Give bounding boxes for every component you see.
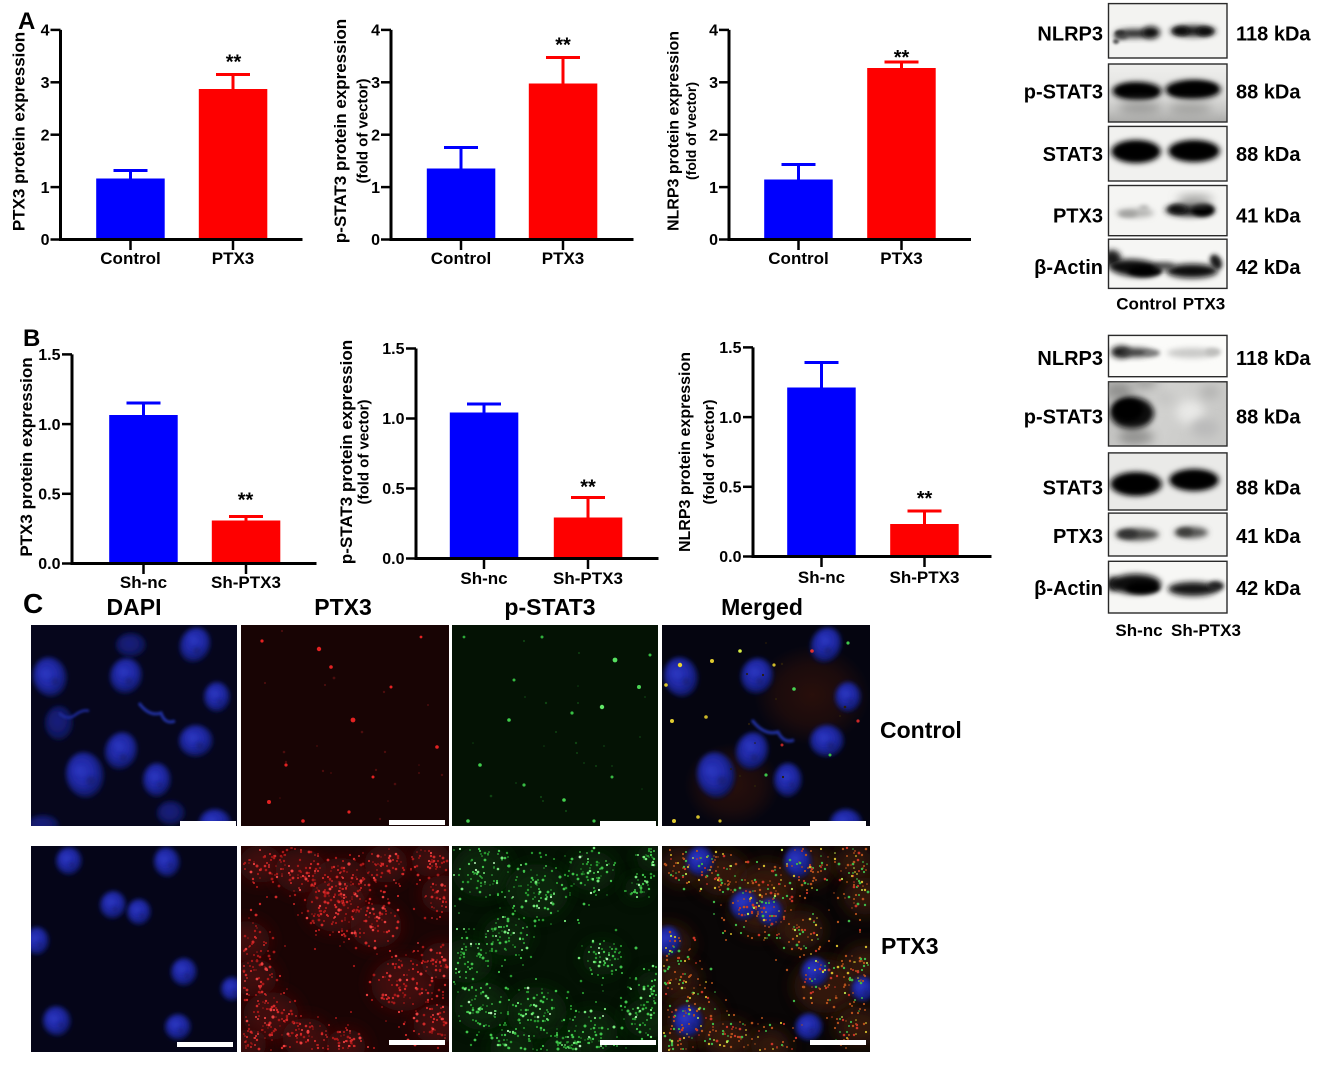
svg-text:Sh-nc: Sh-nc [798, 568, 845, 587]
svg-text:Sh-nc: Sh-nc [1115, 621, 1162, 640]
svg-text:**: ** [917, 488, 933, 510]
svg-text:Control: Control [880, 717, 962, 743]
svg-text:1.0: 1.0 [38, 417, 60, 434]
svg-text:PTX3: PTX3 [314, 594, 372, 620]
svg-text:2: 2 [371, 127, 380, 144]
svg-text:Sh-nc: Sh-nc [120, 573, 167, 592]
svg-text:0.5: 0.5 [38, 487, 60, 504]
svg-text:1.5: 1.5 [719, 340, 741, 357]
svg-text:41 kDa: 41 kDa [1236, 205, 1301, 227]
svg-text:A: A [18, 8, 35, 35]
svg-text:**: ** [894, 47, 910, 69]
svg-text:(fold of vector): (fold of vector) [355, 79, 372, 184]
svg-text:p-STAT3: p-STAT3 [504, 594, 595, 620]
svg-text:(fold of vector): (fold of vector) [683, 82, 699, 180]
svg-text:**: ** [238, 490, 254, 512]
svg-text:4: 4 [41, 23, 50, 40]
svg-text:Sh-PTX3: Sh-PTX3 [890, 568, 960, 587]
svg-text:NLRP3: NLRP3 [1037, 348, 1103, 370]
svg-text:1: 1 [371, 180, 380, 197]
svg-text:**: ** [580, 477, 596, 499]
svg-text:Control: Control [431, 249, 491, 268]
svg-text:0.0: 0.0 [382, 551, 404, 568]
svg-text:PTX3: PTX3 [1183, 295, 1226, 314]
svg-text:1.5: 1.5 [382, 341, 404, 358]
svg-text:**: ** [226, 52, 242, 74]
svg-text:4: 4 [371, 23, 380, 40]
svg-text:88 kDa: 88 kDa [1236, 477, 1301, 499]
svg-text:Sh-PTX3: Sh-PTX3 [1171, 621, 1241, 640]
svg-text:(fold of vector): (fold of vector) [356, 400, 373, 505]
svg-text:3: 3 [709, 75, 718, 92]
svg-text:PTX3: PTX3 [880, 249, 923, 268]
svg-text:0: 0 [709, 232, 718, 249]
svg-text:Sh-PTX3: Sh-PTX3 [553, 569, 623, 588]
svg-text:88 kDa: 88 kDa [1236, 81, 1301, 103]
svg-text:β-Actin: β-Actin [1034, 578, 1103, 600]
svg-text:(fold of vector): (fold of vector) [701, 400, 718, 505]
svg-text:Sh-PTX3: Sh-PTX3 [211, 573, 281, 592]
svg-text:C: C [23, 588, 43, 619]
svg-text:PTX3 protein expression: PTX3 protein expression [17, 357, 36, 556]
svg-text:0.5: 0.5 [382, 481, 404, 498]
svg-text:1: 1 [709, 180, 718, 197]
svg-text:88 kDa: 88 kDa [1236, 406, 1301, 428]
svg-text:NLRP3 protein expression: NLRP3 protein expression [666, 31, 683, 231]
svg-text:p-STAT3 protein expression: p-STAT3 protein expression [337, 340, 356, 564]
svg-text:118 kDa: 118 kDa [1236, 23, 1311, 45]
svg-text:**: ** [555, 35, 571, 57]
svg-text:41 kDa: 41 kDa [1236, 526, 1301, 548]
svg-text:p-STAT3: p-STAT3 [1024, 81, 1103, 103]
svg-text:PTX3: PTX3 [542, 249, 585, 268]
svg-text:88 kDa: 88 kDa [1236, 144, 1301, 166]
svg-text:PTX3: PTX3 [1053, 205, 1103, 227]
svg-text:0: 0 [371, 232, 380, 249]
svg-text:3: 3 [371, 75, 380, 92]
svg-text:Control: Control [768, 249, 828, 268]
svg-text:Merged: Merged [721, 594, 803, 620]
svg-text:1.0: 1.0 [719, 410, 741, 427]
svg-text:0: 0 [41, 232, 50, 249]
svg-text:118 kDa: 118 kDa [1236, 348, 1311, 370]
svg-text:1.5: 1.5 [38, 347, 60, 364]
svg-text:Control: Control [100, 249, 160, 268]
svg-text:0.5: 0.5 [719, 480, 741, 497]
svg-text:STAT3: STAT3 [1043, 144, 1103, 166]
svg-text:3: 3 [41, 75, 50, 92]
svg-text:STAT3: STAT3 [1043, 477, 1103, 499]
svg-text:Sh-nc: Sh-nc [460, 569, 507, 588]
svg-text:β-Actin: β-Actin [1034, 257, 1103, 279]
svg-text:42 kDa: 42 kDa [1236, 578, 1301, 600]
svg-text:1.0: 1.0 [382, 411, 404, 428]
svg-text:0.0: 0.0 [38, 556, 60, 573]
svg-text:PTX3 protein expression: PTX3 protein expression [10, 32, 29, 231]
svg-text:4: 4 [709, 23, 718, 40]
svg-text:PTX3: PTX3 [212, 249, 255, 268]
svg-text:p-STAT3: p-STAT3 [1024, 406, 1103, 428]
svg-text:NLRP3 protein expression: NLRP3 protein expression [677, 352, 694, 552]
svg-text:PTX3: PTX3 [881, 933, 939, 959]
svg-text:2: 2 [41, 127, 50, 144]
svg-text:42 kDa: 42 kDa [1236, 257, 1301, 279]
svg-text:2: 2 [709, 127, 718, 144]
svg-text:DAPI: DAPI [107, 594, 162, 620]
svg-text:Control: Control [1116, 295, 1176, 314]
svg-text:B: B [23, 325, 40, 352]
svg-text:NLRP3: NLRP3 [1037, 23, 1103, 45]
svg-text:PTX3: PTX3 [1053, 526, 1103, 548]
svg-text:p-STAT3 protein expression: p-STAT3 protein expression [331, 19, 350, 243]
svg-text:1: 1 [41, 180, 50, 197]
svg-text:0.0: 0.0 [719, 549, 741, 566]
